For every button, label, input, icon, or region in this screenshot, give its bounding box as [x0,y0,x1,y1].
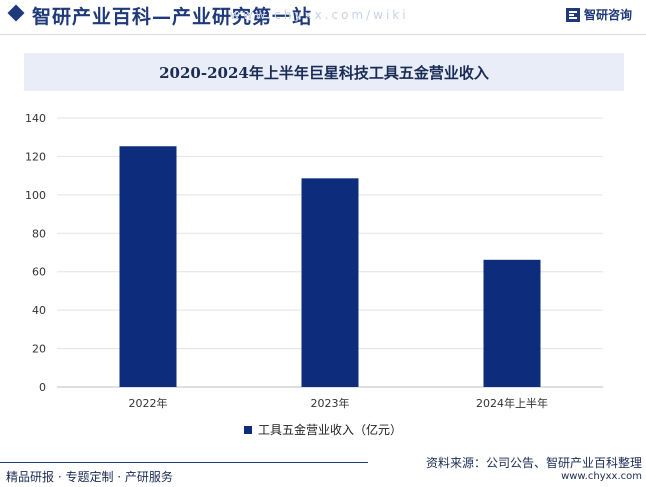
chart-title: 2020-2024年上半年巨星科技工具五金营业收入 [159,63,489,82]
legend-label: 工具五金营业收入（亿元） [257,423,402,437]
x-tick-label: 2024年上半年 [476,396,548,410]
x-tick-label: 2023年 [311,396,350,410]
footer-divider [0,462,368,463]
header-divider [0,34,646,35]
y-tick-label: 20 [32,343,46,356]
x-tick-label: 2022年 [129,396,168,410]
footer-source: 资料来源：公司公告、智研产业百科整理 [425,456,642,470]
y-tick-label: 120 [25,150,46,163]
y-tick-label: 140 [25,112,46,125]
bar-chart: 0 20 40 60 80 100 120 140 2022年 2023年 2024年上半年 [25,112,603,410]
y-tick-label: 40 [32,304,46,317]
y-tick-label: 60 [32,266,46,279]
bar [119,146,177,387]
y-tick-label: 100 [25,189,46,202]
brand-logo[interactable]: 智研咨询 [565,6,632,23]
chart-title-band: 2020-2024年上半年巨星科技工具五金营业收入 [24,53,624,91]
page-header: 智研产业百科—产业研究第一站 www.chyxx.com/wiki 智研咨询 [0,0,646,34]
footer-services: 精品研报 · 专题定制 · 产研服务 [6,470,173,484]
header-watermark: www.chyxx.com/wiki [230,8,409,22]
diamond-icon [7,4,25,22]
y-tick-label: 80 [32,227,46,240]
legend-swatch [243,425,252,434]
logo-icon [565,7,580,22]
site-title: 智研产业百科—产业研究第一站 [32,6,313,28]
y-tick-label: 0 [39,381,46,394]
logo-text: 智研咨询 [583,8,632,22]
bar [301,178,359,387]
bar [483,259,541,387]
chart-legend: 工具五金营业收入（亿元） [0,421,646,438]
footer-url[interactable]: www.chyxx.com [561,471,642,482]
